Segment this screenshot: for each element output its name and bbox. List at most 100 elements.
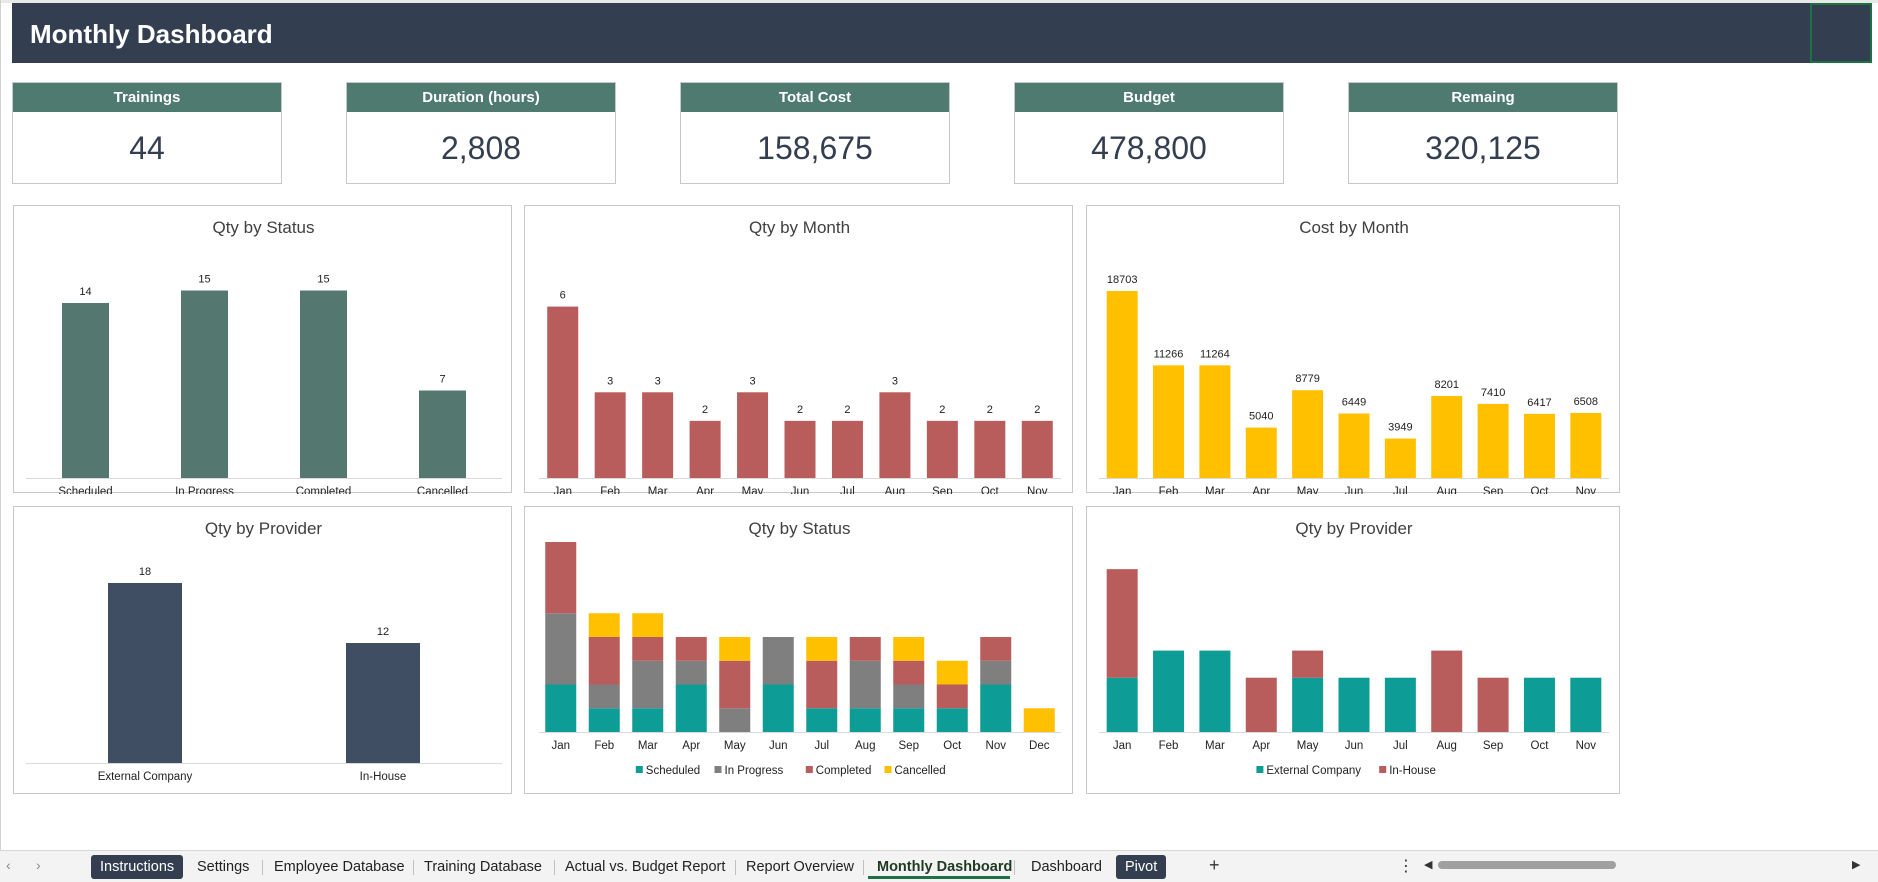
- data-label: 2: [1034, 404, 1040, 416]
- more-options-icon[interactable]: ⋮: [1398, 858, 1414, 875]
- x-tick-label: Jan: [553, 486, 572, 494]
- chart-qty-by-provider-monthly[interactable]: Qty by Provider Jan Feb Mar Apr May Jun Jul Aug S…: [1086, 506, 1620, 794]
- data-label: 2: [844, 404, 850, 416]
- bar-segment: [1245, 677, 1277, 732]
- x-tick-label: Jul: [814, 740, 829, 752]
- legend-label: Cancelled: [895, 765, 946, 777]
- x-tick-label: In Progress: [175, 486, 234, 494]
- kpi-value: 478,800: [1091, 130, 1207, 166]
- scroll-left-icon[interactable]: ◀: [1424, 859, 1433, 871]
- kpi-duration[interactable]: Duration (hours) 2,808: [346, 82, 616, 184]
- row-header-border: [0, 0, 1, 850]
- tab-monthly-dashboard[interactable]: Monthly Dashboard: [868, 855, 1012, 879]
- chart-cost-by-month[interactable]: Cost by Month Jan 18703 Feb 11266 Mar 11264 Apr…: [1086, 205, 1620, 494]
- data-label: 18: [139, 566, 151, 578]
- prev-sheet-icon[interactable]: ‹: [6, 857, 11, 873]
- tab-instructions[interactable]: Instructions: [91, 855, 183, 879]
- x-tick-label: Jun: [769, 740, 788, 752]
- kpi-value: 158,675: [757, 130, 873, 166]
- scrollbar-thumb[interactable]: [1438, 861, 1616, 869]
- kpi-total-cost[interactable]: Total Cost 158,675: [680, 82, 950, 184]
- data-label: 7: [439, 374, 445, 386]
- x-tick-label: Mar: [648, 486, 668, 494]
- bar: [346, 643, 420, 763]
- kpi-budget[interactable]: Budget 478,800: [1014, 82, 1284, 184]
- bar-segment: [1106, 569, 1138, 678]
- x-tick-label: May: [1297, 740, 1319, 752]
- kpi-label: Trainings: [13, 83, 281, 112]
- x-tick-label: Apr: [1252, 740, 1270, 752]
- data-label: 8201: [1434, 379, 1458, 391]
- x-tick-label: Sep: [1483, 486, 1503, 494]
- tab-separator: [1014, 860, 1015, 875]
- kpi-remaining[interactable]: Remaing 320,125: [1348, 82, 1618, 184]
- legend-label: Scheduled: [646, 765, 700, 777]
- data-label: 15: [317, 274, 329, 286]
- bar: [1245, 427, 1277, 478]
- legend-swatch: [714, 766, 722, 773]
- spreadsheet-grid-top: [0, 0, 1878, 3]
- x-tick-label: Oct: [1531, 486, 1550, 494]
- data-label: 6: [560, 290, 566, 302]
- add-sheet-button[interactable]: +: [1209, 855, 1220, 875]
- tab-actual-vs-budget-report[interactable]: Actual vs. Budget Report: [565, 859, 726, 875]
- x-tick-label: Jan: [551, 740, 570, 752]
- bar-segment: [588, 613, 620, 637]
- next-sheet-icon[interactable]: ›: [36, 857, 41, 873]
- tab-report-overview[interactable]: Report Overview: [746, 859, 854, 875]
- chart-qty-by-provider[interactable]: Qty by Provider External Company 18 In-Hous…: [13, 506, 512, 794]
- x-tick-label: Sep: [932, 486, 952, 494]
- tab-employee-database[interactable]: Employee Database: [274, 859, 405, 875]
- dashboard-header[interactable]: Monthly Dashboard: [12, 3, 1864, 63]
- x-tick-label: Feb: [600, 486, 620, 494]
- bar: [1384, 438, 1416, 478]
- data-label: 8779: [1295, 373, 1319, 385]
- data-label: 6417: [1527, 397, 1551, 409]
- bar-segment: [588, 637, 620, 685]
- kpi-value: 2,808: [440, 130, 522, 166]
- bar-segment: [632, 637, 664, 661]
- bar: [737, 392, 769, 478]
- legend-label: In-House: [1389, 765, 1436, 777]
- x-tick-label: Apr: [682, 740, 700, 752]
- selected-cell[interactable]: [1810, 3, 1872, 63]
- tab-pivot[interactable]: Pivot: [1116, 855, 1166, 879]
- bar-segment: [980, 684, 1012, 732]
- kpi-trainings[interactable]: Trainings 44: [12, 82, 282, 184]
- x-tick-label: Feb: [594, 740, 614, 752]
- data-label: 2: [939, 404, 945, 416]
- data-label: 11266: [1154, 348, 1184, 360]
- bar: [300, 290, 347, 478]
- chart-qty-by-month[interactable]: Qty by Month Jan 6 Feb 3 Mar 3 Apr 2 May 3 Jun 2 Jul 2…: [524, 205, 1073, 494]
- tab-training-database[interactable]: Training Database: [424, 859, 542, 875]
- x-tick-label: Jul: [1393, 740, 1408, 752]
- chart-svg: Cost by Month Jan 18703 Feb 11266 Mar 11264 Apr…: [1099, 218, 1609, 494]
- x-tick-label: Oct: [981, 486, 1000, 494]
- tab-dashboard[interactable]: Dashboard: [1031, 859, 1102, 875]
- scroll-right-icon[interactable]: ▶: [1852, 859, 1861, 871]
- data-label: 6449: [1342, 397, 1366, 409]
- bar-segment: [849, 708, 881, 732]
- bar-segment: [893, 684, 925, 709]
- bar: [547, 306, 579, 478]
- x-tick-label: Nov: [986, 740, 1007, 752]
- data-label: 3: [892, 375, 898, 387]
- bar-segment: [588, 684, 620, 709]
- x-tick-label: Jul: [1393, 486, 1408, 494]
- sheet-tab-bar: ‹ › Instructions Settings Employee Databas…: [0, 850, 1878, 882]
- bar: [1431, 395, 1463, 478]
- chart-qty-by-status[interactable]: Qty by Status Scheduled 14 In Progress 15 Com…: [13, 205, 512, 494]
- dashboard-title: Monthly Dashboard: [30, 19, 273, 49]
- bar: [62, 303, 109, 478]
- bar-segment: [1431, 650, 1463, 732]
- bar-segment: [675, 660, 707, 685]
- bar: [419, 390, 466, 478]
- tab-settings[interactable]: Settings: [197, 859, 250, 875]
- bar: [594, 392, 626, 478]
- horizontal-scrollbar[interactable]: ◀ ▶: [1424, 859, 1864, 873]
- bar-segment: [1106, 677, 1138, 732]
- x-tick-label: Aug: [885, 486, 905, 494]
- bar-segment: [893, 660, 925, 685]
- bar-segment: [632, 660, 664, 709]
- chart-qty-by-status-monthly[interactable]: Qty by Status Jan Feb Mar Apr May Jun Jul Aug Sep…: [524, 506, 1073, 794]
